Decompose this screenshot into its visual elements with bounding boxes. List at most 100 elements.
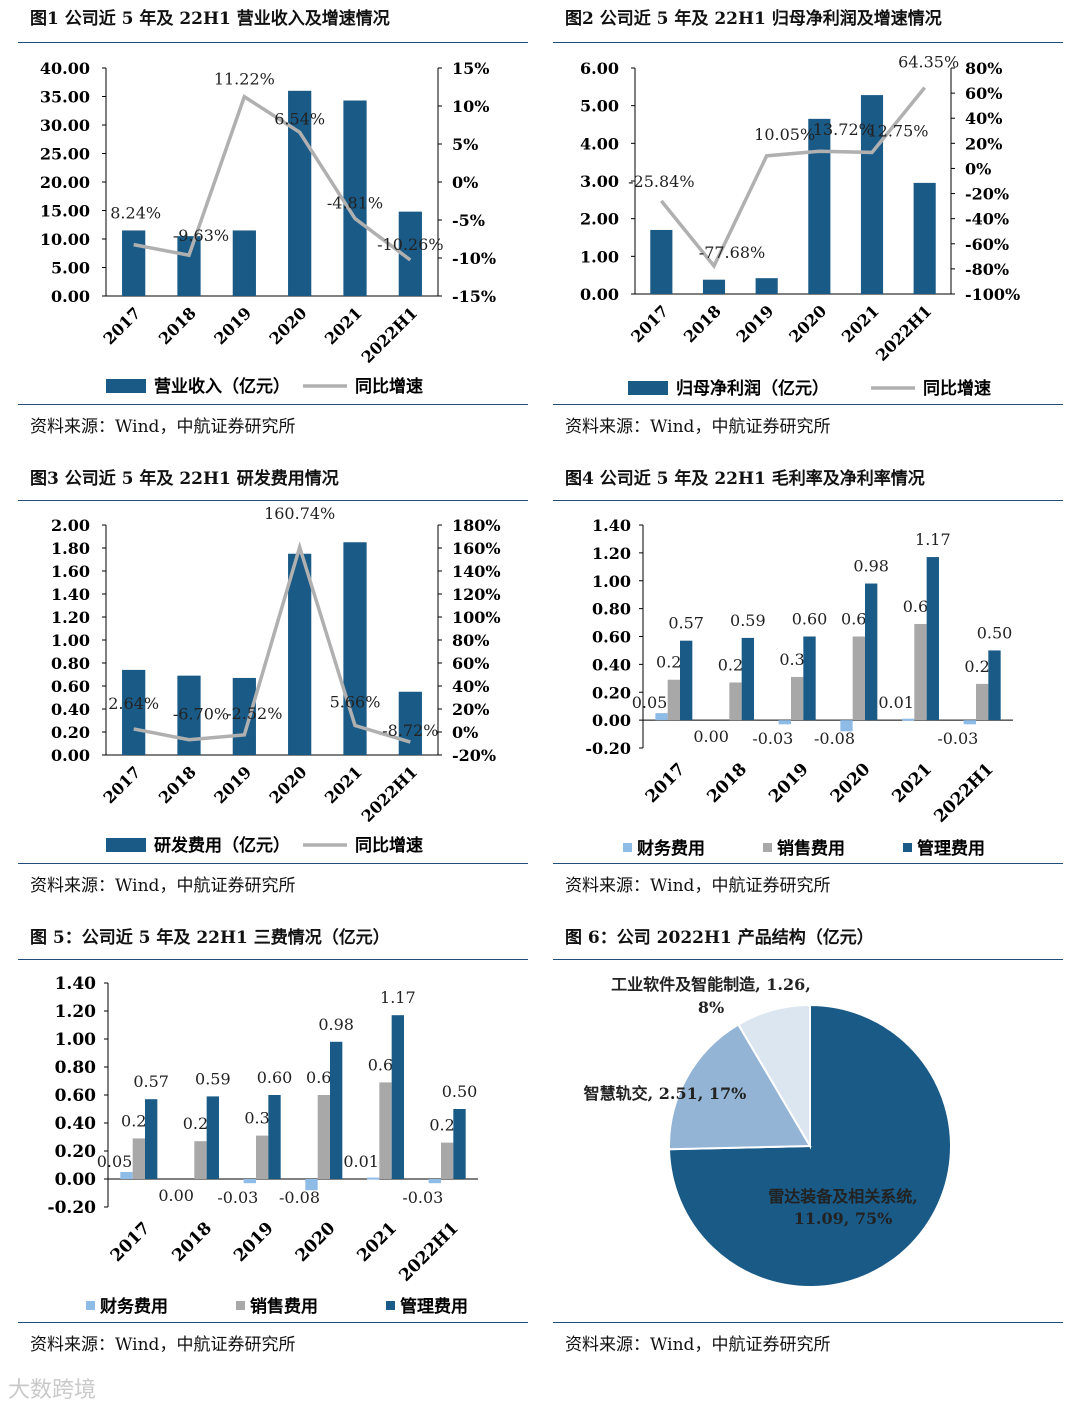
data-label: 0.00 bbox=[158, 1186, 194, 1205]
data-label: 0.98 bbox=[318, 1015, 354, 1034]
legend-swatch-bar bbox=[628, 381, 668, 395]
source-rule bbox=[553, 1322, 1063, 1323]
slice-label: 8% bbox=[698, 998, 724, 1017]
left-tick-label: 0.00 bbox=[51, 746, 90, 765]
left-tick-label: 2.00 bbox=[51, 516, 90, 535]
x-tick-label: 2018 bbox=[168, 1218, 216, 1266]
chart-panel-4: 图4 公司近 5 年及 22H1 毛利率及净利率情况 1.40 1.20 1.00 0… bbox=[553, 460, 1063, 896]
bar-0 bbox=[120, 1172, 133, 1179]
source-rule bbox=[18, 404, 528, 405]
right-tick-label: 140% bbox=[452, 562, 501, 581]
legend-swatch bbox=[903, 843, 912, 852]
source-note: 资料来源：Wind，中航证券研究所 bbox=[30, 417, 296, 437]
right-tick-label: 60% bbox=[965, 84, 1002, 103]
x-tick-label: 2022H1 bbox=[358, 303, 421, 366]
right-tick-label: -60% bbox=[965, 235, 1009, 254]
x-tick-label: 2022H1 bbox=[395, 1218, 462, 1285]
bar-1 bbox=[914, 623, 927, 721]
data-label: -0.03 bbox=[402, 1188, 443, 1207]
chart-panel-6: 图 6：公司 2022H1 产品结构（亿元） 雷达装备及相关系统, 11.09, … bbox=[553, 919, 1063, 1355]
bar-0 bbox=[902, 718, 915, 721]
legend-label: 销售费用 bbox=[777, 838, 845, 859]
x-tick-label: 2022H1 bbox=[930, 759, 997, 826]
bar bbox=[122, 230, 146, 296]
data-label: -25.84% bbox=[628, 172, 694, 191]
legend-label: 归母净利润（亿元） bbox=[676, 378, 829, 399]
x-tick-label: 2018 bbox=[155, 303, 200, 348]
data-label: 0.01 bbox=[878, 693, 914, 712]
x-tick-label: 2021 bbox=[838, 301, 883, 346]
left-tick-label: 5.00 bbox=[51, 259, 90, 278]
bar-1 bbox=[791, 676, 804, 721]
left-tick-label: 0.20 bbox=[51, 723, 90, 742]
bar-1 bbox=[194, 1141, 207, 1179]
data-label: -2.52% bbox=[226, 704, 282, 723]
bar-2 bbox=[206, 1096, 219, 1179]
data-label: 1.17 bbox=[380, 988, 416, 1007]
y-tick-label: 0.80 bbox=[592, 600, 631, 619]
data-label: 0.60 bbox=[257, 1068, 293, 1087]
data-label: 12.75% bbox=[867, 121, 928, 140]
left-tick-label: 1.20 bbox=[51, 608, 90, 627]
title-rule bbox=[18, 959, 528, 960]
pie-slice bbox=[668, 1023, 812, 1151]
bar bbox=[398, 211, 422, 296]
x-tick-label: 2018 bbox=[703, 759, 751, 807]
chart-title: 图 6：公司 2022H1 产品结构（亿元） bbox=[565, 928, 874, 948]
chart-panel-1: 图1 公司近 5 年及 22H1 营业收入及增速情况 40.00 35.00 30.… bbox=[18, 0, 528, 437]
x-tick-label: 2019 bbox=[210, 303, 255, 348]
data-label: 0.57 bbox=[133, 1072, 169, 1091]
bar-2 bbox=[268, 1095, 281, 1179]
bar bbox=[122, 669, 146, 755]
title-rule bbox=[18, 42, 528, 43]
legend-label: 同比增速 bbox=[923, 378, 991, 399]
x-tick-label: 2020 bbox=[266, 762, 311, 807]
watermark-logo: 大数跨境 bbox=[8, 1378, 97, 1403]
bar bbox=[913, 182, 936, 294]
x-tick-label: 2020 bbox=[266, 303, 311, 348]
y-tick-label: 0.40 bbox=[55, 1114, 97, 1134]
x-tick-label: 2022H1 bbox=[872, 301, 935, 364]
y-tick-label: 1.20 bbox=[55, 1002, 97, 1022]
bar-2 bbox=[453, 1109, 466, 1179]
right-tick-label: -40% bbox=[965, 210, 1009, 229]
bar bbox=[343, 100, 367, 297]
y-tick-label: 0.80 bbox=[55, 1058, 97, 1078]
slice-label: 雷达装备及相关系统, bbox=[768, 1187, 918, 1206]
left-tick-label: 0.00 bbox=[580, 285, 619, 304]
bar-2 bbox=[741, 637, 754, 721]
right-tick-label: 120% bbox=[452, 585, 501, 604]
legend-label: 销售费用 bbox=[250, 1296, 318, 1317]
right-tick-label: 0% bbox=[965, 159, 991, 178]
x-tick-label: 2017 bbox=[642, 759, 690, 807]
left-tick-label: 5.00 bbox=[580, 97, 619, 116]
bar bbox=[177, 675, 201, 755]
right-tick-label: 80% bbox=[965, 59, 1002, 78]
left-tick-label: 2.00 bbox=[580, 210, 619, 229]
data-label: 0.50 bbox=[977, 623, 1013, 642]
source-note: 资料来源：Wind，中航证券研究所 bbox=[565, 417, 831, 437]
x-tick-label: 2020 bbox=[827, 759, 875, 807]
left-tick-label: 1.00 bbox=[580, 247, 619, 266]
left-tick-label: 1.60 bbox=[51, 562, 90, 581]
legend-swatch bbox=[86, 1301, 95, 1310]
chart-title: 图3 公司近 5 年及 22H1 研发费用情况 bbox=[30, 469, 339, 489]
right-tick-label: 0% bbox=[452, 723, 478, 742]
right-tick-label: 80% bbox=[452, 631, 489, 650]
data-label: 0.60 bbox=[792, 610, 828, 629]
combo-chart-rd: 2.00 1.80 1.60 1.40 1.20 1.00 0.80 0.60 0.40 0.20… bbox=[51, 504, 501, 856]
data-label: -6.70% bbox=[173, 705, 229, 724]
x-tick-label: 2017 bbox=[107, 1218, 155, 1266]
legend-swatch bbox=[236, 1301, 245, 1310]
legend-label: 管理费用 bbox=[400, 1296, 468, 1317]
source-rule bbox=[553, 404, 1063, 405]
slice-label: 工业软件及智能制造, 1.26, bbox=[611, 975, 811, 994]
bar-2 bbox=[680, 640, 693, 721]
right-tick-label: 60% bbox=[452, 654, 489, 673]
y-tick-label: 0.20 bbox=[592, 683, 631, 702]
left-tick-label: 35.00 bbox=[40, 88, 90, 107]
bar-2 bbox=[803, 636, 816, 721]
x-tick-label: 2017 bbox=[100, 762, 145, 807]
data-label: -0.08 bbox=[814, 729, 855, 748]
left-tick-label: 0.00 bbox=[51, 287, 90, 306]
